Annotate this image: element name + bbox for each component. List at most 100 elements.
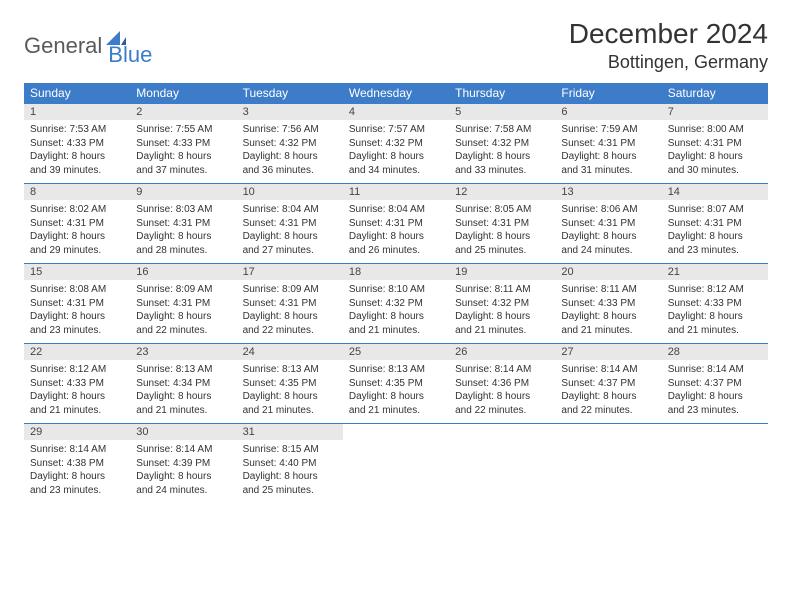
day-number: 12 (449, 184, 555, 200)
title-block: December 2024 Bottingen, Germany (569, 18, 768, 73)
day-number: 25 (343, 344, 449, 360)
sunrise-text: Sunrise: 8:12 AM (30, 363, 124, 377)
sunset-text: Sunset: 4:31 PM (561, 217, 655, 231)
sunset-text: Sunset: 4:31 PM (136, 297, 230, 311)
weekday-header: Tuesday (237, 83, 343, 104)
day-body: Sunrise: 8:14 AMSunset: 4:37 PMDaylight:… (555, 360, 661, 423)
sunrise-text: Sunrise: 7:53 AM (30, 123, 124, 137)
day-body: Sunrise: 8:09 AMSunset: 4:31 PMDaylight:… (130, 280, 236, 343)
calendar-day-cell: 15Sunrise: 8:08 AMSunset: 4:31 PMDayligh… (24, 264, 130, 344)
sunset-text: Sunset: 4:31 PM (561, 137, 655, 151)
header: General Blue December 2024 Bottingen, Ge… (24, 18, 768, 73)
calendar-day-cell: 28 Sunrise: 8:14 AMSunset: 4:37 PMDayligh… (662, 344, 768, 424)
calendar-day-cell: 1Sunrise: 7:53 AMSunset: 4:33 PMDaylight… (24, 104, 130, 184)
day-number: 6 (555, 104, 661, 120)
day-number: 16 (130, 264, 236, 280)
day-body: Sunrise: 7:53 AMSunset: 4:33 PMDaylight:… (24, 120, 130, 183)
calendar-week-row: 29Sunrise: 8:14 AMSunset: 4:38 PMDayligh… (24, 424, 768, 504)
sunrise-text: Sunrise: 8:14 AM (668, 363, 762, 377)
day-body: Sunrise: 8:12 AMSunset: 4:33 PMDaylight:… (662, 280, 768, 343)
day-body: Sunrise: 8:13 AMSunset: 4:34 PMDaylight:… (130, 360, 236, 423)
calendar-day-cell: 4Sunrise: 7:57 AMSunset: 4:32 PMDaylight… (343, 104, 449, 184)
sunrise-text: Sunrise: 8:10 AM (349, 283, 443, 297)
calendar-day-cell: 18Sunrise: 8:10 AMSunset: 4:32 PMDayligh… (343, 264, 449, 344)
sunset-text: Sunset: 4:32 PM (349, 297, 443, 311)
calendar-table: SundayMondayTuesdayWednesdayThursdayFrid… (24, 83, 768, 503)
sunrise-text: Sunrise: 8:06 AM (561, 203, 655, 217)
day-number: 4 (343, 104, 449, 120)
day-body: Sunrise: 8:14 AMSunset: 4:36 PMDaylight:… (449, 360, 555, 423)
calendar-day-cell: 7Sunrise: 8:00 AMSunset: 4:31 PMDaylight… (662, 104, 768, 184)
daylight-text: Daylight: 8 hours and 23 minutes. (668, 390, 762, 417)
sunrise-text: Sunrise: 8:08 AM (30, 283, 124, 297)
sunset-text: Sunset: 4:31 PM (668, 217, 762, 231)
sunset-text: Sunset: 4:33 PM (30, 137, 124, 151)
sunset-text: Sunset: 4:32 PM (455, 137, 549, 151)
page-title: December 2024 (569, 18, 768, 50)
sunset-text: Sunset: 4:31 PM (243, 217, 337, 231)
day-body: Sunrise: 7:57 AMSunset: 4:32 PMDaylight:… (343, 120, 449, 183)
calendar-day-cell: 2Sunrise: 7:55 AMSunset: 4:33 PMDaylight… (130, 104, 236, 184)
day-body: Sunrise: 8:14 AMSunset: 4:39 PMDaylight:… (130, 440, 236, 503)
sunset-text: Sunset: 4:35 PM (349, 377, 443, 391)
day-number: 15 (24, 264, 130, 280)
sunset-text: Sunset: 4:31 PM (455, 217, 549, 231)
day-number: 11 (343, 184, 449, 200)
daylight-text: Daylight: 8 hours and 26 minutes. (349, 230, 443, 257)
daylight-text: Daylight: 8 hours and 21 minutes. (349, 390, 443, 417)
day-body: Sunrise: 8:09 AMSunset: 4:31 PMDaylight:… (237, 280, 343, 343)
sunset-text: Sunset: 4:37 PM (668, 377, 762, 391)
day-body: Sunrise: 8:03 AMSunset: 4:31 PMDaylight:… (130, 200, 236, 263)
sunset-text: Sunset: 4:32 PM (455, 297, 549, 311)
day-body: Sunrise: 7:58 AMSunset: 4:32 PMDaylight:… (449, 120, 555, 183)
calendar-empty-cell (662, 424, 768, 504)
calendar-day-cell: 22Sunrise: 8:12 AMSunset: 4:33 PMDayligh… (24, 344, 130, 424)
daylight-text: Daylight: 8 hours and 33 minutes. (455, 150, 549, 177)
sunrise-text: Sunrise: 8:12 AM (668, 283, 762, 297)
sunrise-text: Sunrise: 8:14 AM (561, 363, 655, 377)
sunrise-text: Sunrise: 8:00 AM (668, 123, 762, 137)
day-body: Sunrise: 7:55 AMSunset: 4:33 PMDaylight:… (130, 120, 236, 183)
calendar-day-cell: 13Sunrise: 8:06 AMSunset: 4:31 PMDayligh… (555, 184, 661, 264)
sunrise-text: Sunrise: 8:02 AM (30, 203, 124, 217)
sunrise-text: Sunrise: 8:11 AM (561, 283, 655, 297)
calendar-day-cell: 31Sunrise: 8:15 AMSunset: 4:40 PMDayligh… (237, 424, 343, 504)
sunset-text: Sunset: 4:33 PM (30, 377, 124, 391)
daylight-text: Daylight: 8 hours and 30 minutes. (668, 150, 762, 177)
daylight-text: Daylight: 8 hours and 25 minutes. (243, 470, 337, 497)
sunset-text: Sunset: 4:31 PM (243, 297, 337, 311)
daylight-text: Daylight: 8 hours and 22 minutes. (136, 310, 230, 337)
calendar-week-row: 1Sunrise: 7:53 AMSunset: 4:33 PMDaylight… (24, 104, 768, 184)
day-body: Sunrise: 8:00 AMSunset: 4:31 PMDaylight:… (662, 120, 768, 183)
calendar-day-cell: 17Sunrise: 8:09 AMSunset: 4:31 PMDayligh… (237, 264, 343, 344)
calendar-day-cell: 6Sunrise: 7:59 AMSunset: 4:31 PMDaylight… (555, 104, 661, 184)
day-number: 21 (662, 264, 768, 280)
sunset-text: Sunset: 4:32 PM (349, 137, 443, 151)
calendar-day-cell: 20Sunrise: 8:11 AMSunset: 4:33 PMDayligh… (555, 264, 661, 344)
sunrise-text: Sunrise: 8:14 AM (30, 443, 124, 457)
calendar-day-cell: 24Sunrise: 8:13 AMSunset: 4:35 PMDayligh… (237, 344, 343, 424)
sunset-text: Sunset: 4:39 PM (136, 457, 230, 471)
sunrise-text: Sunrise: 7:57 AM (349, 123, 443, 137)
calendar-day-cell: 29Sunrise: 8:14 AMSunset: 4:38 PMDayligh… (24, 424, 130, 504)
daylight-text: Daylight: 8 hours and 21 minutes. (349, 310, 443, 337)
day-body: Sunrise: 8:10 AMSunset: 4:32 PMDaylight:… (343, 280, 449, 343)
sunset-text: Sunset: 4:31 PM (30, 297, 124, 311)
weekday-header: Monday (130, 83, 236, 104)
day-number: 22 (24, 344, 130, 360)
daylight-text: Daylight: 8 hours and 22 minutes. (243, 310, 337, 337)
day-number: 31 (237, 424, 343, 440)
sunrise-text: Sunrise: 8:03 AM (136, 203, 230, 217)
sunrise-text: Sunrise: 8:04 AM (243, 203, 337, 217)
day-number: 8 (24, 184, 130, 200)
weekday-header: Wednesday (343, 83, 449, 104)
daylight-text: Daylight: 8 hours and 25 minutes. (455, 230, 549, 257)
daylight-text: Daylight: 8 hours and 27 minutes. (243, 230, 337, 257)
daylight-text: Daylight: 8 hours and 23 minutes. (668, 230, 762, 257)
day-body: Sunrise: 8:05 AMSunset: 4:31 PMDaylight:… (449, 200, 555, 263)
sunrise-text: Sunrise: 7:58 AM (455, 123, 549, 137)
sunrise-text: Sunrise: 7:55 AM (136, 123, 230, 137)
sunrise-text: Sunrise: 8:07 AM (668, 203, 762, 217)
location-label: Bottingen, Germany (569, 52, 768, 73)
day-number: 28 (662, 344, 768, 360)
